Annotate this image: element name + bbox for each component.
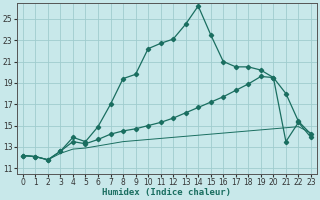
X-axis label: Humidex (Indice chaleur): Humidex (Indice chaleur) (102, 188, 231, 197)
